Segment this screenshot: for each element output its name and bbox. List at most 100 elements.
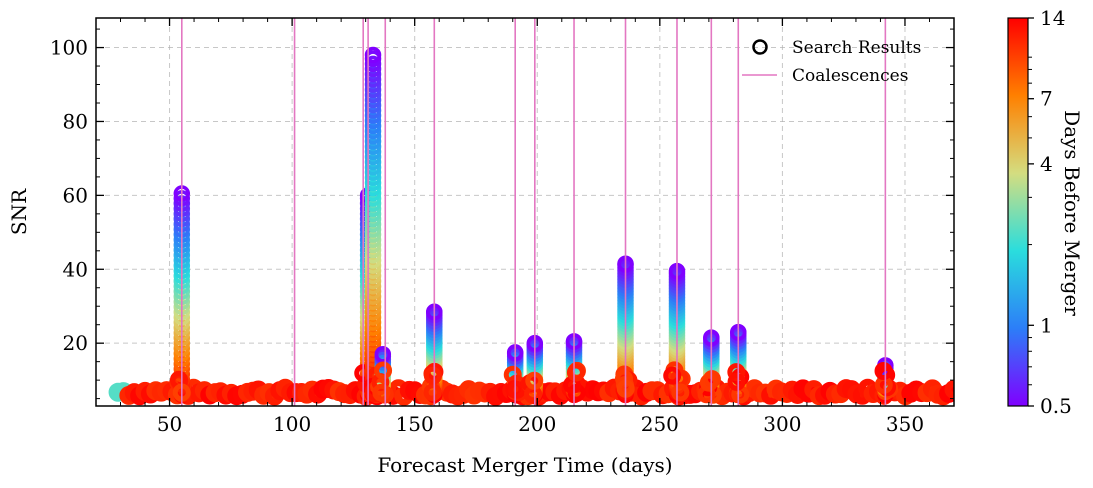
search-result-point	[364, 334, 382, 352]
search-result-point	[364, 117, 382, 135]
search-result-point	[374, 361, 393, 380]
search-result-point	[364, 184, 382, 202]
search-result-point	[727, 372, 746, 391]
search-result-point	[364, 112, 382, 129]
grid	[96, 18, 954, 406]
search-result-point	[364, 179, 382, 197]
x-tick-label: 50	[157, 412, 182, 436]
search-result-point	[364, 267, 382, 285]
search-result-point	[364, 190, 382, 207]
coalescences	[181, 18, 887, 406]
y-tick-label: 40	[63, 257, 88, 281]
colorbar-gradient	[1007, 17, 1029, 407]
colorbar-tick-label: 4	[1040, 152, 1053, 176]
search-result-point	[364, 91, 382, 109]
search-result-point	[364, 329, 382, 347]
search-result-point	[944, 379, 954, 399]
search-result-point	[364, 81, 382, 98]
search-result-point	[364, 272, 382, 290]
search-result-point	[364, 303, 382, 321]
colorbar-tick-label: 1	[1040, 313, 1053, 337]
search-result-point	[364, 241, 382, 259]
x-tick-label: 150	[396, 412, 434, 436]
search-result-peak	[364, 46, 382, 64]
search-result-point	[364, 71, 382, 88]
search-result-point	[364, 86, 382, 104]
search-result-point	[364, 226, 382, 243]
search-result-point	[364, 133, 382, 150]
search-result-point	[364, 65, 382, 83]
x-axis-title: Forecast Merger Time (days)	[377, 453, 672, 477]
x-tick-label: 250	[641, 412, 679, 436]
search-result-point	[364, 262, 382, 280]
search-result-point	[364, 195, 382, 212]
plot-area	[96, 18, 954, 406]
search-result-point	[364, 257, 382, 274]
search-result-point	[364, 174, 382, 192]
x-tick-label: 200	[518, 412, 556, 436]
search-result-point	[364, 148, 382, 166]
colorbar: 14 7 4 1 0.5 Days Before Merger	[1007, 6, 1084, 418]
search-result-point	[364, 283, 382, 300]
search-result-point	[364, 159, 382, 176]
search-result-point	[372, 383, 391, 402]
search-result-point	[364, 236, 382, 254]
search-result-point	[364, 319, 382, 336]
search-result-point	[364, 298, 382, 316]
colorbar-ticks: 14 7 4 1 0.5	[1028, 6, 1072, 418]
search-result-point	[874, 362, 893, 381]
y-tick-label: 20	[63, 331, 88, 355]
search-result-point	[364, 205, 382, 223]
search-result-point	[566, 363, 585, 382]
axis-tick-labels: 50 100 150 200 250 300 350 20 40 60 80 100	[50, 36, 924, 436]
x-tick-label: 350	[886, 412, 924, 436]
search-result-point	[364, 127, 382, 145]
colorbar-tick-label: 0.5	[1040, 394, 1072, 418]
search-result-point	[423, 366, 442, 385]
legend: Search Results Coalescences	[742, 38, 921, 86]
search-result-point	[364, 96, 382, 114]
colorbar-tick-label: 7	[1040, 87, 1053, 111]
search-result-point	[364, 107, 382, 124]
search-result-point	[364, 122, 382, 140]
search-result-point	[364, 324, 382, 342]
search-result-point	[423, 383, 442, 402]
search-result-point	[364, 252, 382, 269]
search-result-point	[364, 200, 382, 217]
y-axis-title: SNR	[7, 188, 31, 235]
data-layer	[108, 18, 954, 406]
search-result-point	[364, 278, 382, 295]
colorbar-title: Days Before Merger	[1060, 110, 1084, 316]
search-result-point	[364, 221, 382, 238]
search-result-point	[364, 210, 382, 228]
search-result-point	[364, 309, 382, 326]
search-result-peak	[374, 346, 392, 363]
search-result-point	[364, 314, 382, 331]
legend-search-results-marker	[752, 39, 768, 55]
y-tick-label: 80	[63, 109, 88, 133]
search-result-point	[727, 363, 746, 382]
legend-coalescences-label: Coalescences	[792, 66, 908, 86]
axis-ticks	[96, 18, 955, 406]
search-result-point	[364, 102, 382, 119]
search-result-point	[364, 138, 382, 155]
search-result-point	[364, 246, 382, 264]
x-tick-label: 300	[763, 412, 801, 436]
search-result-point	[364, 215, 382, 233]
plot-frame	[95, 17, 955, 407]
search-result-point	[364, 288, 382, 305]
search-result-point	[364, 231, 382, 248]
search-result-point	[364, 293, 382, 311]
legend-search-results-label: Search Results	[792, 38, 921, 58]
search-result-point	[364, 169, 382, 186]
search-result-point	[364, 153, 382, 171]
search-result-point	[364, 76, 382, 93]
search-result-point	[663, 366, 682, 385]
search-result-point	[364, 143, 382, 161]
colorbar-tick-label: 14	[1040, 6, 1065, 30]
y-tick-label: 60	[63, 183, 88, 207]
y-tick-label: 100	[50, 36, 88, 60]
x-tick-label: 100	[273, 412, 311, 436]
search-result-point	[364, 55, 382, 73]
